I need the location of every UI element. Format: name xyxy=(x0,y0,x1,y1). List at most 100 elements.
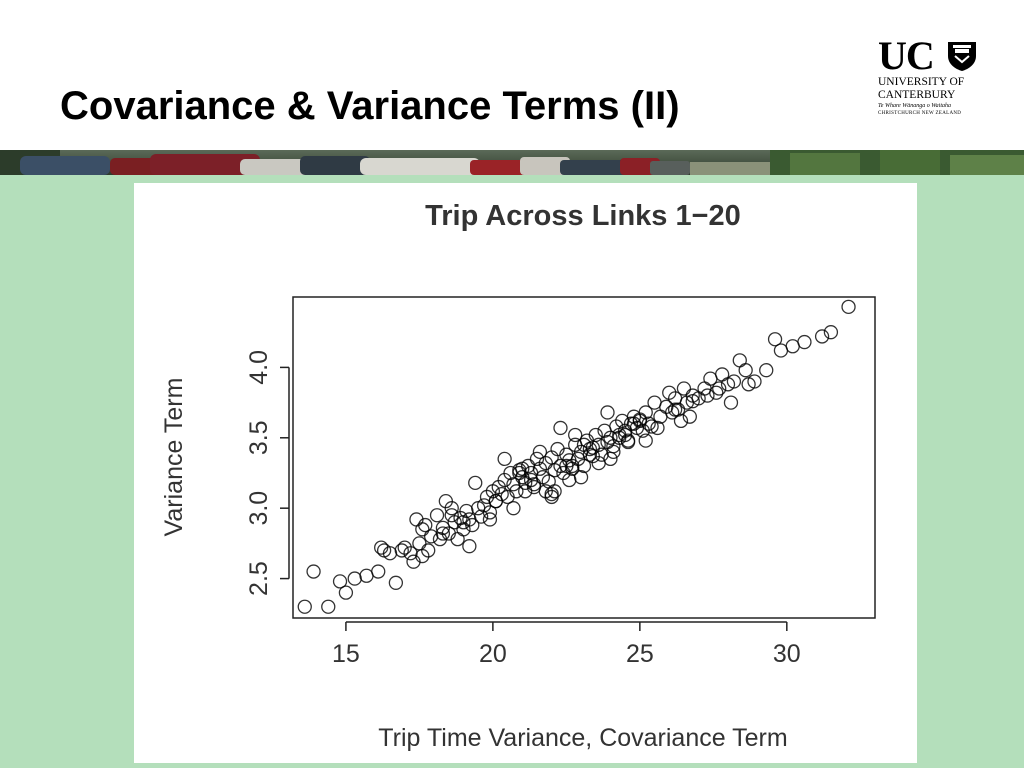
data-point xyxy=(321,599,336,614)
data-point xyxy=(814,329,830,344)
data-point xyxy=(647,395,662,410)
chart-panel: Trip Across Links 1−20 Trip Time Varianc… xyxy=(134,183,917,763)
data-point xyxy=(841,299,856,315)
x-tick-label: 20 xyxy=(479,640,507,668)
logo-uc-text: UC xyxy=(878,33,935,78)
data-point xyxy=(523,472,539,488)
data-point xyxy=(715,367,730,382)
data-point xyxy=(644,419,659,434)
data-point xyxy=(473,509,489,524)
data-point xyxy=(726,374,742,389)
data-point xyxy=(620,434,636,450)
y-axis-label: Variance Term xyxy=(160,378,188,537)
data-point xyxy=(306,564,321,579)
data-point xyxy=(585,440,600,455)
data-point xyxy=(723,395,739,410)
data-point xyxy=(506,477,521,492)
data-point xyxy=(532,444,548,460)
data-point xyxy=(682,409,697,424)
data-point xyxy=(418,517,433,533)
data-point xyxy=(638,433,653,448)
data-point xyxy=(568,427,583,443)
y-tick-label: 3.0 xyxy=(245,491,273,526)
data-point xyxy=(388,575,404,590)
data-point xyxy=(582,447,598,462)
data-point xyxy=(518,484,533,499)
data-point xyxy=(338,585,354,600)
plot-area-frame xyxy=(292,296,876,619)
data-point xyxy=(700,388,715,403)
data-point xyxy=(603,430,618,445)
data-point xyxy=(482,512,498,527)
data-point xyxy=(497,451,512,467)
data-point xyxy=(462,539,477,554)
data-point xyxy=(559,458,574,474)
data-point xyxy=(374,540,389,555)
data-point xyxy=(509,484,524,499)
data-point xyxy=(429,508,445,523)
data-points xyxy=(297,299,856,614)
data-point xyxy=(600,405,615,420)
x-axis-label: Trip Time Variance, Covariance Term xyxy=(378,724,787,752)
data-point xyxy=(632,412,647,427)
parking-lot-banner-image xyxy=(0,150,1024,175)
data-point xyxy=(565,458,580,474)
x-tick-label: 15 xyxy=(332,640,360,668)
data-point xyxy=(573,470,589,485)
data-point xyxy=(785,339,800,354)
y-tick-label: 3.5 xyxy=(245,420,273,455)
data-point xyxy=(482,505,498,520)
data-point xyxy=(767,332,783,347)
data-point xyxy=(738,363,753,378)
data-point xyxy=(618,427,633,443)
data-point xyxy=(709,385,724,400)
data-point xyxy=(759,363,774,378)
data-point xyxy=(424,529,439,544)
data-point xyxy=(359,568,374,583)
y-tick-label: 2.5 xyxy=(245,561,273,596)
data-point xyxy=(773,343,789,358)
university-logo: UC UNIVERSITY OF CANTERBURY Te Whare Wān… xyxy=(876,33,982,120)
data-point xyxy=(444,501,459,516)
data-point xyxy=(685,394,700,409)
data-point xyxy=(606,444,621,460)
data-point xyxy=(650,420,665,436)
data-point xyxy=(667,402,683,417)
data-point xyxy=(403,546,418,561)
data-point xyxy=(797,334,812,350)
data-point xyxy=(515,461,530,476)
y-tick-label: 4.0 xyxy=(245,350,273,385)
logo-line-maori: Te Whare Wānanga o Waitaha xyxy=(878,103,952,109)
slide-title: Covariance & Variance Terms (II) xyxy=(60,84,680,128)
data-point xyxy=(456,515,471,530)
data-point xyxy=(371,564,386,579)
data-point xyxy=(641,416,656,431)
x-tick-label: 25 xyxy=(626,640,654,668)
data-point xyxy=(712,381,727,396)
chart-title: Trip Across Links 1−20 xyxy=(425,200,741,232)
data-point xyxy=(526,477,542,492)
data-point xyxy=(488,493,503,509)
data-point xyxy=(444,508,459,523)
data-point xyxy=(741,377,756,392)
data-point xyxy=(421,543,436,558)
crest-icon xyxy=(948,42,976,71)
scatter-chart: Trip Across Links 1−20 Trip Time Varianc… xyxy=(160,200,876,752)
data-point xyxy=(332,574,348,589)
data-point xyxy=(394,543,409,558)
data-point xyxy=(676,381,692,396)
data-point xyxy=(823,325,839,340)
data-point xyxy=(544,486,559,502)
data-point xyxy=(506,501,521,516)
data-point xyxy=(435,526,451,541)
data-point xyxy=(297,599,312,614)
logo-line-city: CHRISTCHURCH NEW ZEALAND xyxy=(878,111,962,116)
data-point xyxy=(512,465,527,481)
data-point xyxy=(673,413,689,429)
data-point xyxy=(347,571,362,586)
data-point xyxy=(529,451,545,467)
axes: 15 20 25 30 2.5 3.0 3.5 4.0 xyxy=(245,350,801,668)
logo-line-university: UNIVERSITY OF xyxy=(878,76,965,88)
x-tick-label: 30 xyxy=(773,640,801,668)
logo-line-canterbury: CANTERBURY xyxy=(878,89,956,101)
